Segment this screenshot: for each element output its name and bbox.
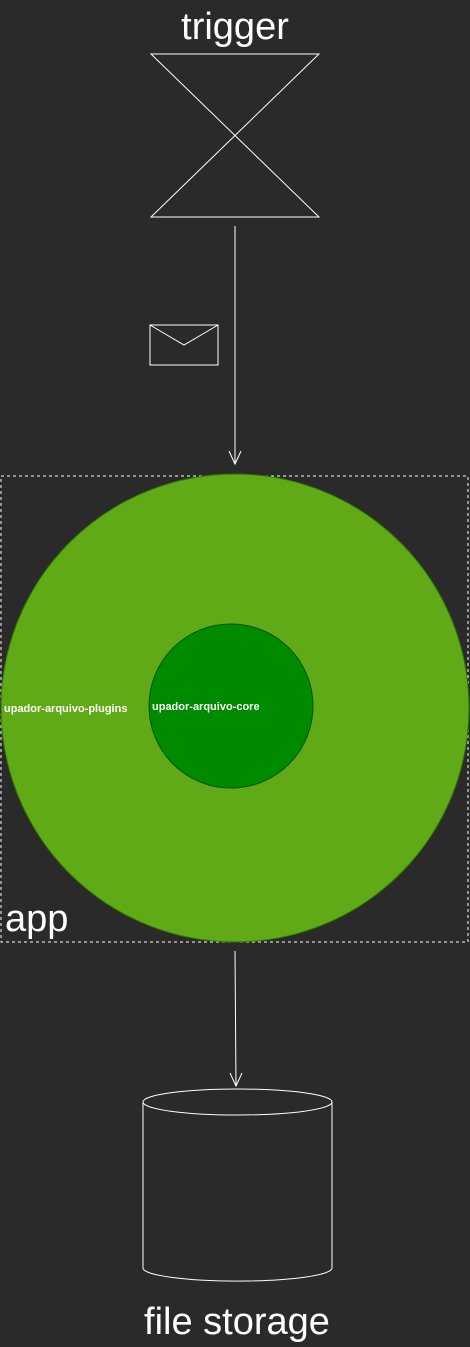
trigger-label: trigger xyxy=(181,6,289,48)
envelope-icon xyxy=(149,324,219,366)
app-label: app xyxy=(5,898,68,940)
core-circle xyxy=(148,623,314,789)
core-label: upador-arquivo-core xyxy=(152,701,260,713)
trigger-to-app-arrow xyxy=(228,226,242,466)
database-cylinder-icon xyxy=(142,1088,333,1282)
hourglass-trigger-icon xyxy=(149,53,321,218)
app-to-storage-arrow xyxy=(229,950,243,1088)
plugins-label: upador-arquivo-plugins xyxy=(4,703,127,715)
storage-label: file storage xyxy=(144,1301,330,1343)
